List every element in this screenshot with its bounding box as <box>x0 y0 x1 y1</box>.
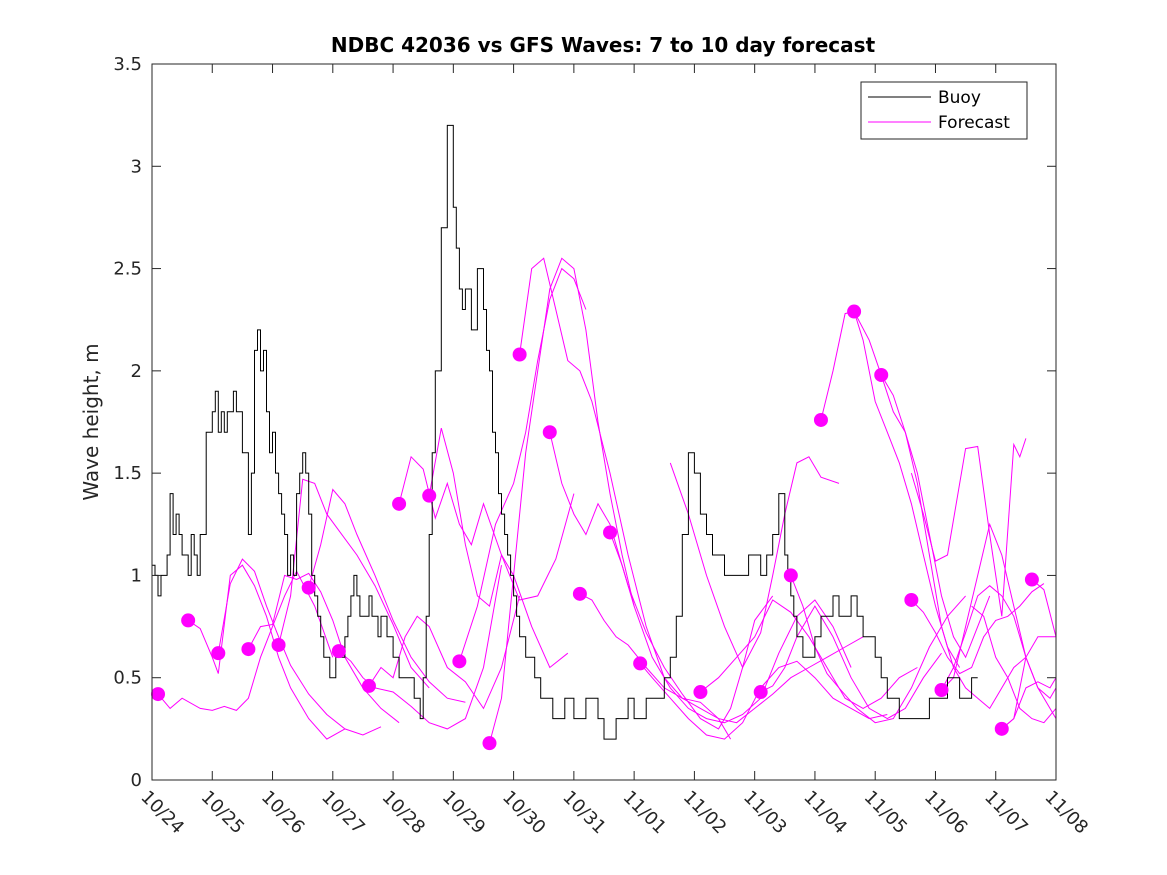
x-tick-label: 10/29 <box>438 787 490 839</box>
forecast-line <box>549 432 774 730</box>
forecast-start-marker <box>482 736 497 751</box>
forecast-start-marker <box>271 637 286 652</box>
y-tick-label: 1 <box>131 565 142 586</box>
buoy-series-group <box>152 124 978 740</box>
x-tick-label: 10/24 <box>136 787 188 839</box>
legend-box <box>860 81 1028 140</box>
forecast-start-marker <box>361 678 376 693</box>
x-tick-label: 10/28 <box>378 787 430 839</box>
forecast-line <box>519 257 732 740</box>
forecast-start-marker <box>753 685 768 700</box>
forecast-start-marker <box>422 488 437 503</box>
x-tick-label: 10/26 <box>257 787 309 839</box>
y-tick-label: 0 <box>131 770 142 791</box>
forecast-start-marker <box>994 721 1009 736</box>
y-tick-label: 1.5 <box>113 463 142 484</box>
forecast-start-marker <box>572 586 587 601</box>
forecast-line <box>609 532 852 724</box>
x-tick-label: 10/30 <box>498 787 550 839</box>
forecast-start-marker <box>633 656 648 671</box>
forecast-start-marker <box>847 304 862 319</box>
forecast-start-marker <box>181 613 196 628</box>
forecast-line <box>971 605 1057 724</box>
forecast-line <box>308 488 466 703</box>
x-tick-label: 11/04 <box>799 787 851 839</box>
forecast-line <box>910 438 1027 617</box>
forecast-start-marker <box>813 412 828 427</box>
y-tick-label: 2.5 <box>113 259 142 280</box>
y-tick-label: 3.5 <box>113 54 142 75</box>
x-tick-label: 11/07 <box>980 787 1032 839</box>
forecast-line <box>911 583 1045 675</box>
x-tick-label: 10/25 <box>197 787 249 839</box>
forecast-start-marker <box>904 592 919 607</box>
forecast-line <box>790 575 966 724</box>
forecast-start-marker <box>934 682 949 697</box>
forecast-line <box>1001 636 1056 730</box>
y-axis-label: Wave height, m <box>79 343 103 500</box>
y-tick-label: 3 <box>131 156 142 177</box>
forecast-line <box>458 267 587 662</box>
forecast-line <box>217 558 382 736</box>
x-tick-label: 10/27 <box>317 787 369 839</box>
forecast-line <box>669 456 840 669</box>
forecast-line <box>700 599 918 709</box>
forecast-start-marker <box>783 568 798 583</box>
forecast-start-marker <box>211 646 226 661</box>
x-tick-label: 11/05 <box>860 787 912 839</box>
forecast-line <box>941 522 1057 719</box>
x-tick-label: 11/03 <box>739 787 791 839</box>
forecast-line <box>428 427 569 669</box>
forecast-line <box>338 565 502 730</box>
forecast-start-marker <box>151 687 166 702</box>
plot-background <box>152 64 1056 780</box>
forecast-line <box>368 595 521 710</box>
forecast-start-marker <box>301 580 316 595</box>
forecast-start-marker <box>392 496 407 511</box>
forecast-line <box>579 593 864 724</box>
y-tick-label: 2 <box>131 361 142 382</box>
forecast-line <box>760 605 942 720</box>
legend-forecast-label: Forecast <box>938 113 1010 133</box>
legend: Buoy Forecast <box>860 81 1028 140</box>
forecast-start-marker <box>874 367 889 382</box>
forecast-marker-group <box>151 304 1039 751</box>
x-tick-label: 10/31 <box>558 787 610 839</box>
x-tick-label: 11/08 <box>1040 787 1092 839</box>
forecast-line <box>820 310 961 668</box>
plot-area <box>151 63 1057 781</box>
x-tick-label: 11/06 <box>920 787 972 839</box>
forecast-line <box>187 564 346 740</box>
y-tick-label: 0.5 <box>113 668 142 689</box>
x-tick-label: 11/02 <box>679 787 731 839</box>
forecast-start-marker <box>452 654 467 669</box>
forecast-start-marker <box>1024 572 1039 587</box>
y-axis: 0 0.5 1 1.5 2 2.5 3 3.5 <box>113 54 1056 791</box>
forecast-start-marker <box>331 644 346 659</box>
forecast-line <box>278 478 430 689</box>
forecast-start-marker <box>241 642 256 657</box>
forecast-start-marker <box>512 347 527 362</box>
legend-buoy-label: Buoy <box>938 88 981 108</box>
forecast-start-marker <box>542 425 557 440</box>
forecast-start-marker <box>693 685 708 700</box>
forecast-start-marker <box>603 525 618 540</box>
chart-title: NDBC 42036 vs GFS Waves: 7 to 10 day for… <box>331 33 876 57</box>
forecast-line <box>398 455 575 601</box>
buoy-line <box>152 124 978 740</box>
axes-box <box>151 63 1057 781</box>
x-tick-label: 11/01 <box>619 787 671 839</box>
